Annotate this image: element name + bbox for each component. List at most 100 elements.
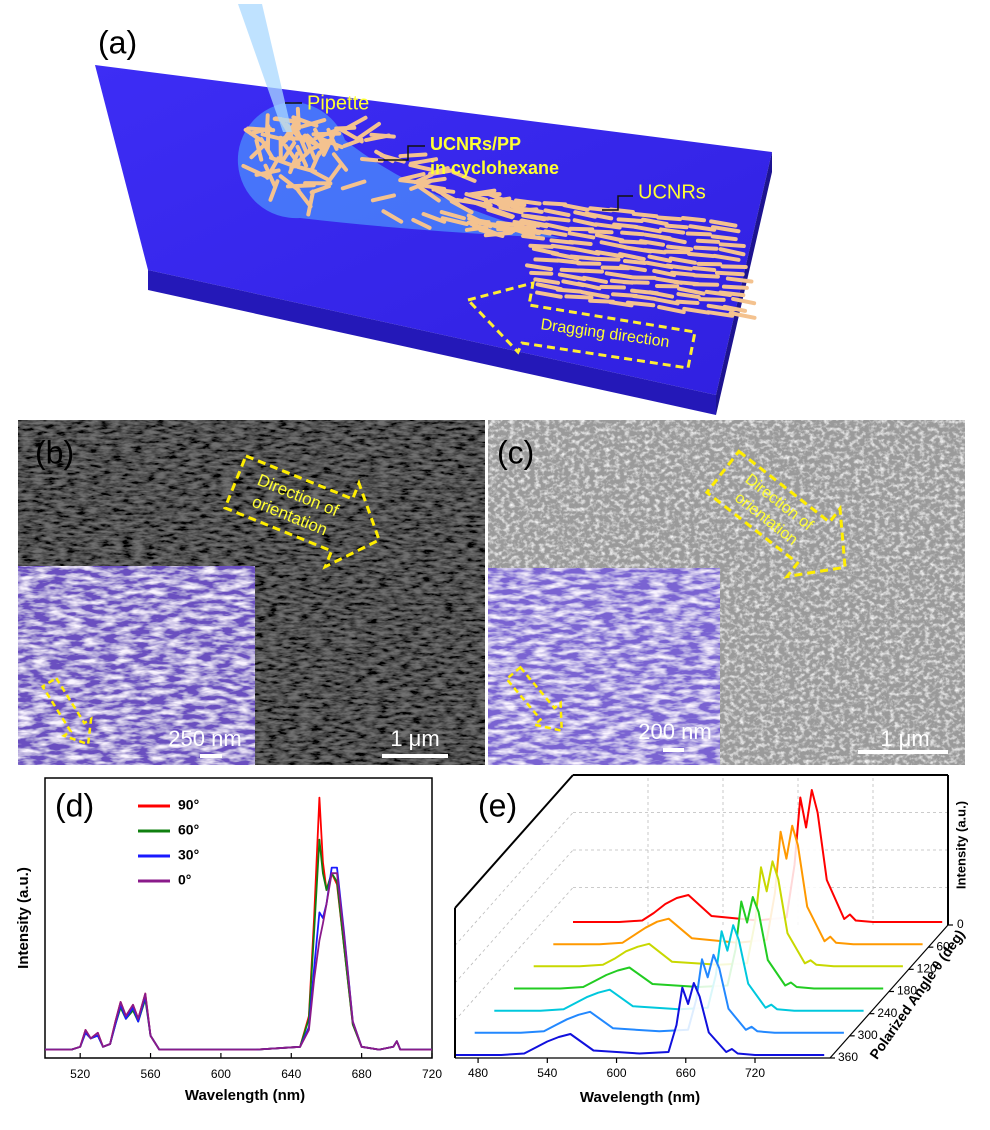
x-axis-label: Wavelength (nm) [580,1089,700,1106]
panel-label: (a) [98,24,137,60]
spectrum-line [475,955,844,1033]
x-tick-label: 520 [70,1067,90,1081]
legend-label: 90° [178,797,199,813]
nanorod [717,273,743,274]
nanorod [530,246,552,247]
nanorod [721,244,744,246]
y-tick-label: 120 [917,962,937,976]
x-tick-label: 720 [745,1066,765,1080]
panel-label: (d) [55,787,94,823]
y-tick-label: 240 [877,1006,897,1020]
y-axis-label: Intensity (a.u.) [15,867,32,969]
panel-a: (a) Pipette UCNRs/PP in cyclohexane UCNR… [95,4,772,415]
x-tick-label: 720 [422,1067,442,1081]
spectrum-line [45,798,432,1050]
panel-c: Direction of orientation (c) 200 nm 1 μm [488,420,965,765]
nanorod [720,292,743,295]
nanorod [624,282,647,283]
annotation: UCNRs/PP [430,134,521,154]
nanorod [558,260,580,262]
nanorod [549,218,569,220]
nanorod [570,229,592,230]
nanorod [531,273,551,274]
annotation: in cyclohexane [430,158,559,178]
nanorod [622,233,643,235]
legend-label: 60° [178,822,199,838]
nanorod [597,259,619,260]
nanorod [371,135,393,137]
annotation: Pipette [307,92,369,114]
scale-label: 1 μm [880,726,929,751]
scale-label: 250 nm [168,726,241,751]
x-axis-label: Wavelength (nm) [185,1087,305,1104]
wall-grid [455,850,573,983]
z-tick-label: 0 [957,917,964,931]
nanorod [695,248,716,249]
nanorod [668,247,691,250]
nanorod [571,256,595,258]
scale-label: 200 nm [638,719,711,744]
spectrum-line [455,983,824,1055]
wall-grid [455,813,573,946]
panel-label: (e) [478,787,517,823]
nanorod [698,241,718,242]
scale-label: 1 μm [390,726,439,751]
nanorod [535,259,557,260]
legend-label: 30° [178,847,199,863]
x-tick-label: 680 [352,1067,372,1081]
nanorod [498,228,520,229]
nanorod [713,236,736,239]
x-tick-label: 600 [211,1067,231,1081]
spectrum-line [45,840,432,1050]
nanorod [619,219,642,221]
nanorod [570,242,591,244]
nanorod [527,216,548,219]
nanorod [288,185,314,186]
nanorod [688,234,710,235]
nanorod [566,296,591,297]
nanorod [666,226,686,228]
x-tick-label: 660 [676,1066,696,1080]
nanorod [658,218,680,220]
nanorod [672,273,694,275]
nanorod [700,299,723,300]
nanorod [645,250,665,252]
spectrum-line [45,873,432,1049]
y-tick-label: 180 [897,984,917,998]
x-tick-label: 480 [468,1066,488,1080]
nanorod [614,224,636,226]
panel-b: Direction of orientation (b) 250 nm 1 μm [18,420,485,765]
annotation: UCNRs [638,181,706,203]
nanorod [545,203,566,204]
nanorod [665,252,688,253]
nanorod [523,236,543,238]
nanorod [628,303,653,306]
nanorod [298,109,299,128]
nanorod [590,231,611,232]
y-tick-label: 360 [838,1050,858,1064]
nanorod [683,218,704,220]
nanorod [677,302,697,303]
x-tick-label: 640 [281,1067,301,1081]
spectrum-line [45,868,432,1050]
y-tick-label: 60 [936,939,950,953]
nanorod [580,270,602,271]
nanorod [634,214,657,216]
nanorod [400,154,425,156]
panel-label: (c) [497,434,534,470]
panel-label: (b) [35,434,74,470]
nanorod [601,287,624,288]
y-tick-label: 300 [858,1028,878,1042]
nanorod [695,275,718,276]
nanorod [433,189,453,191]
nanorod [469,222,489,223]
panel-e: (e) Wavelength (nm) Polarized Angle θ (d… [455,775,968,1106]
nanorod [722,266,745,267]
nanorod [625,261,645,263]
nanorod [724,287,747,288]
legend-label: 0° [178,872,191,888]
x-tick-label: 560 [141,1067,161,1081]
